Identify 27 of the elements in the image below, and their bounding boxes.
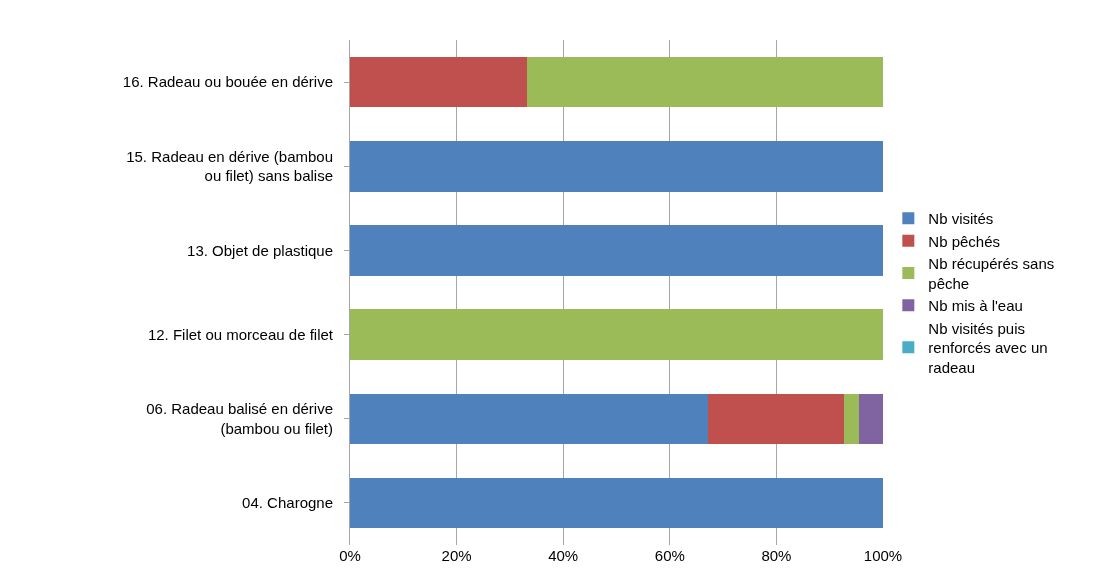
x-tick-label: 0%	[339, 547, 361, 564]
y-tick-label: 06. Radeau balisé en dérive (bambou ou filet)	[146, 400, 333, 437]
y-tick-label: 04. Charogne	[242, 494, 333, 512]
x-tick-label: 60%	[654, 547, 685, 564]
y-tick-label: 13. Objet de plastique	[187, 241, 333, 259]
legend-label: Nb visités	[928, 210, 994, 228]
bar	[843, 393, 860, 444]
bar	[859, 393, 883, 444]
y-tick-label: 15. Radeau en dérive (bambou ou filet) sans balise	[126, 147, 333, 185]
x-tick-label: 100%	[863, 547, 903, 564]
bar	[350, 141, 883, 192]
y-tick-label: 16. Radeau ou bouée en dérive	[122, 73, 333, 91]
bar	[350, 309, 883, 360]
bar	[350, 477, 883, 529]
x-tick-label: 40%	[548, 547, 579, 564]
legend-label: Nb récupérés sans pêche	[928, 255, 1055, 292]
bar	[350, 393, 709, 444]
bar	[350, 225, 883, 276]
x-tick-label: 80%	[761, 547, 792, 564]
y-tick-label: 12. Filet ou morceau de filet	[147, 325, 334, 343]
legend-label: Nb mis à l'eau	[928, 297, 1023, 315]
legend-label: Nb visités puis renforcés avec un radeau	[928, 319, 1048, 376]
bar	[708, 393, 844, 444]
x-tick-label: 20%	[441, 547, 472, 564]
legend-label: Nb pêchés	[928, 232, 1001, 250]
bar	[527, 56, 883, 108]
bar	[350, 56, 528, 108]
